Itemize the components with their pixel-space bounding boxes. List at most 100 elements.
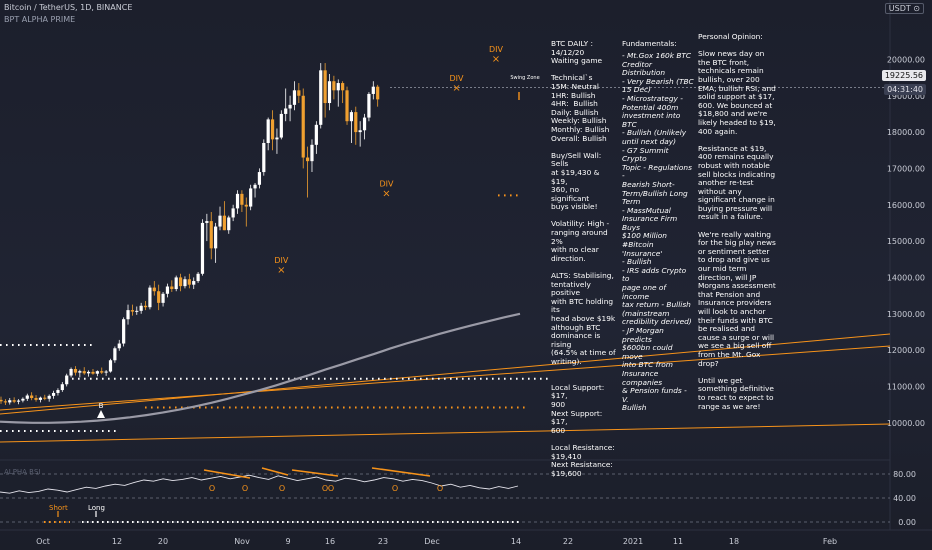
note-fundamentals: - Mt.Gox 160k BTC Creditor Distribution … xyxy=(622,51,694,413)
candle-body xyxy=(104,371,108,373)
rsi-line xyxy=(0,474,519,494)
candle-body xyxy=(270,119,275,140)
candle-body xyxy=(139,305,143,311)
candle-body xyxy=(214,226,218,249)
rsi-signal-mark: O xyxy=(209,484,215,493)
candle-body xyxy=(12,400,16,402)
note-personal-opinion: Personal Opinion: Slow news day on the B… xyxy=(698,32,776,411)
candle-body xyxy=(30,395,34,399)
candle-body xyxy=(60,384,64,391)
long-label: Long xyxy=(88,504,105,512)
candle-body xyxy=(354,112,358,133)
y-tick-label: 16000.00 xyxy=(887,201,925,210)
candle-body xyxy=(362,117,367,131)
candle-body xyxy=(65,375,69,385)
div-label: DIV xyxy=(274,256,289,265)
candle-body xyxy=(297,90,301,96)
candles xyxy=(0,63,380,405)
candle-body xyxy=(323,70,327,104)
candle-body xyxy=(95,371,99,374)
candle-body xyxy=(376,86,380,100)
candle-body xyxy=(87,371,91,374)
candle-body xyxy=(38,397,43,400)
candle-body xyxy=(196,273,200,282)
x-mark: × xyxy=(382,189,390,200)
candle-body xyxy=(244,204,248,207)
candle-body xyxy=(34,398,38,400)
x-mark: × xyxy=(277,265,285,276)
candle-body xyxy=(200,222,205,274)
candle-body xyxy=(371,86,375,94)
candle-body xyxy=(306,157,310,162)
x-tick-label: Dec xyxy=(424,537,439,546)
candle-body xyxy=(284,108,288,114)
candle-body xyxy=(332,81,336,91)
candle-body xyxy=(73,368,78,373)
candle-body xyxy=(135,310,139,312)
candle-body xyxy=(183,279,187,287)
candle-body xyxy=(100,371,104,373)
candle-body xyxy=(143,305,148,308)
candle-body xyxy=(47,395,51,399)
x-tick-label: 2021 xyxy=(623,537,643,546)
candle-body xyxy=(0,399,3,402)
note-daily-analysis: BTC DAILY : 14/12/20 Waiting game Techni… xyxy=(551,39,616,478)
candle-body xyxy=(21,398,25,401)
swing-zone-label: Swing Zone xyxy=(510,75,539,81)
indicator-name: BPT ALPHA PRIME xyxy=(4,15,76,24)
candle-body xyxy=(148,287,152,308)
candle-body xyxy=(170,286,174,290)
y-tick-label: 18000.00 xyxy=(887,128,925,137)
rsi-divergence-line xyxy=(371,467,431,477)
candle-body xyxy=(327,81,332,104)
y-tick-label: 15000.00 xyxy=(887,237,925,246)
trendline xyxy=(0,333,891,415)
candle-body xyxy=(78,371,82,373)
candle-body xyxy=(3,401,7,403)
y-tick-label: 10000.00 xyxy=(887,419,925,428)
y-tick-label: 14000.00 xyxy=(887,273,925,282)
y-tick-label: 19000.00 xyxy=(887,92,925,101)
candle-body xyxy=(130,310,134,312)
note-fundamentals-title: Fundamentals: xyxy=(622,39,677,48)
candle-body xyxy=(174,277,178,290)
rsi-signal-mark: O xyxy=(392,484,398,493)
candle-body xyxy=(231,208,235,218)
rsi-tick-label: 0.00 xyxy=(898,518,916,527)
rsi-divergence-line xyxy=(203,469,251,479)
candle-body xyxy=(301,95,305,158)
candle-body xyxy=(358,130,362,133)
candle-body xyxy=(152,287,156,292)
candle-body xyxy=(157,291,161,303)
candle-body xyxy=(336,83,340,91)
candle-body xyxy=(227,217,231,231)
x-tick-label: 18 xyxy=(729,537,739,546)
candle-body xyxy=(266,119,270,143)
y-tick-label: 11000.00 xyxy=(887,382,925,391)
candle-body xyxy=(209,221,213,249)
candle-body xyxy=(126,310,130,320)
rsi-signal-mark: O xyxy=(328,484,334,493)
candle-body xyxy=(292,90,297,105)
y-tick-label: 13000.00 xyxy=(887,310,925,319)
x-mark: × xyxy=(492,54,500,65)
rsi-divergence-line xyxy=(261,467,289,476)
candle-body xyxy=(240,193,244,205)
currency-caret-icon: ⊙ xyxy=(913,4,920,13)
currency-badge[interactable]: USDT ⊙ xyxy=(884,3,924,14)
rsi-divergence-line xyxy=(291,469,339,477)
y-tick-label: 12000.00 xyxy=(887,346,925,355)
candle-body xyxy=(108,360,113,372)
candle-body xyxy=(117,343,121,349)
candle-body xyxy=(218,215,222,227)
candle-body xyxy=(253,184,257,189)
div-label: DIV xyxy=(489,45,504,54)
candle-body xyxy=(279,113,283,138)
candle-body xyxy=(314,124,318,145)
candle-body xyxy=(222,215,226,231)
rsi-tick-label: 40.00 xyxy=(893,494,916,503)
candle-body xyxy=(82,371,86,374)
candle-body xyxy=(91,371,95,374)
x-tick-label: 14 xyxy=(511,537,521,546)
